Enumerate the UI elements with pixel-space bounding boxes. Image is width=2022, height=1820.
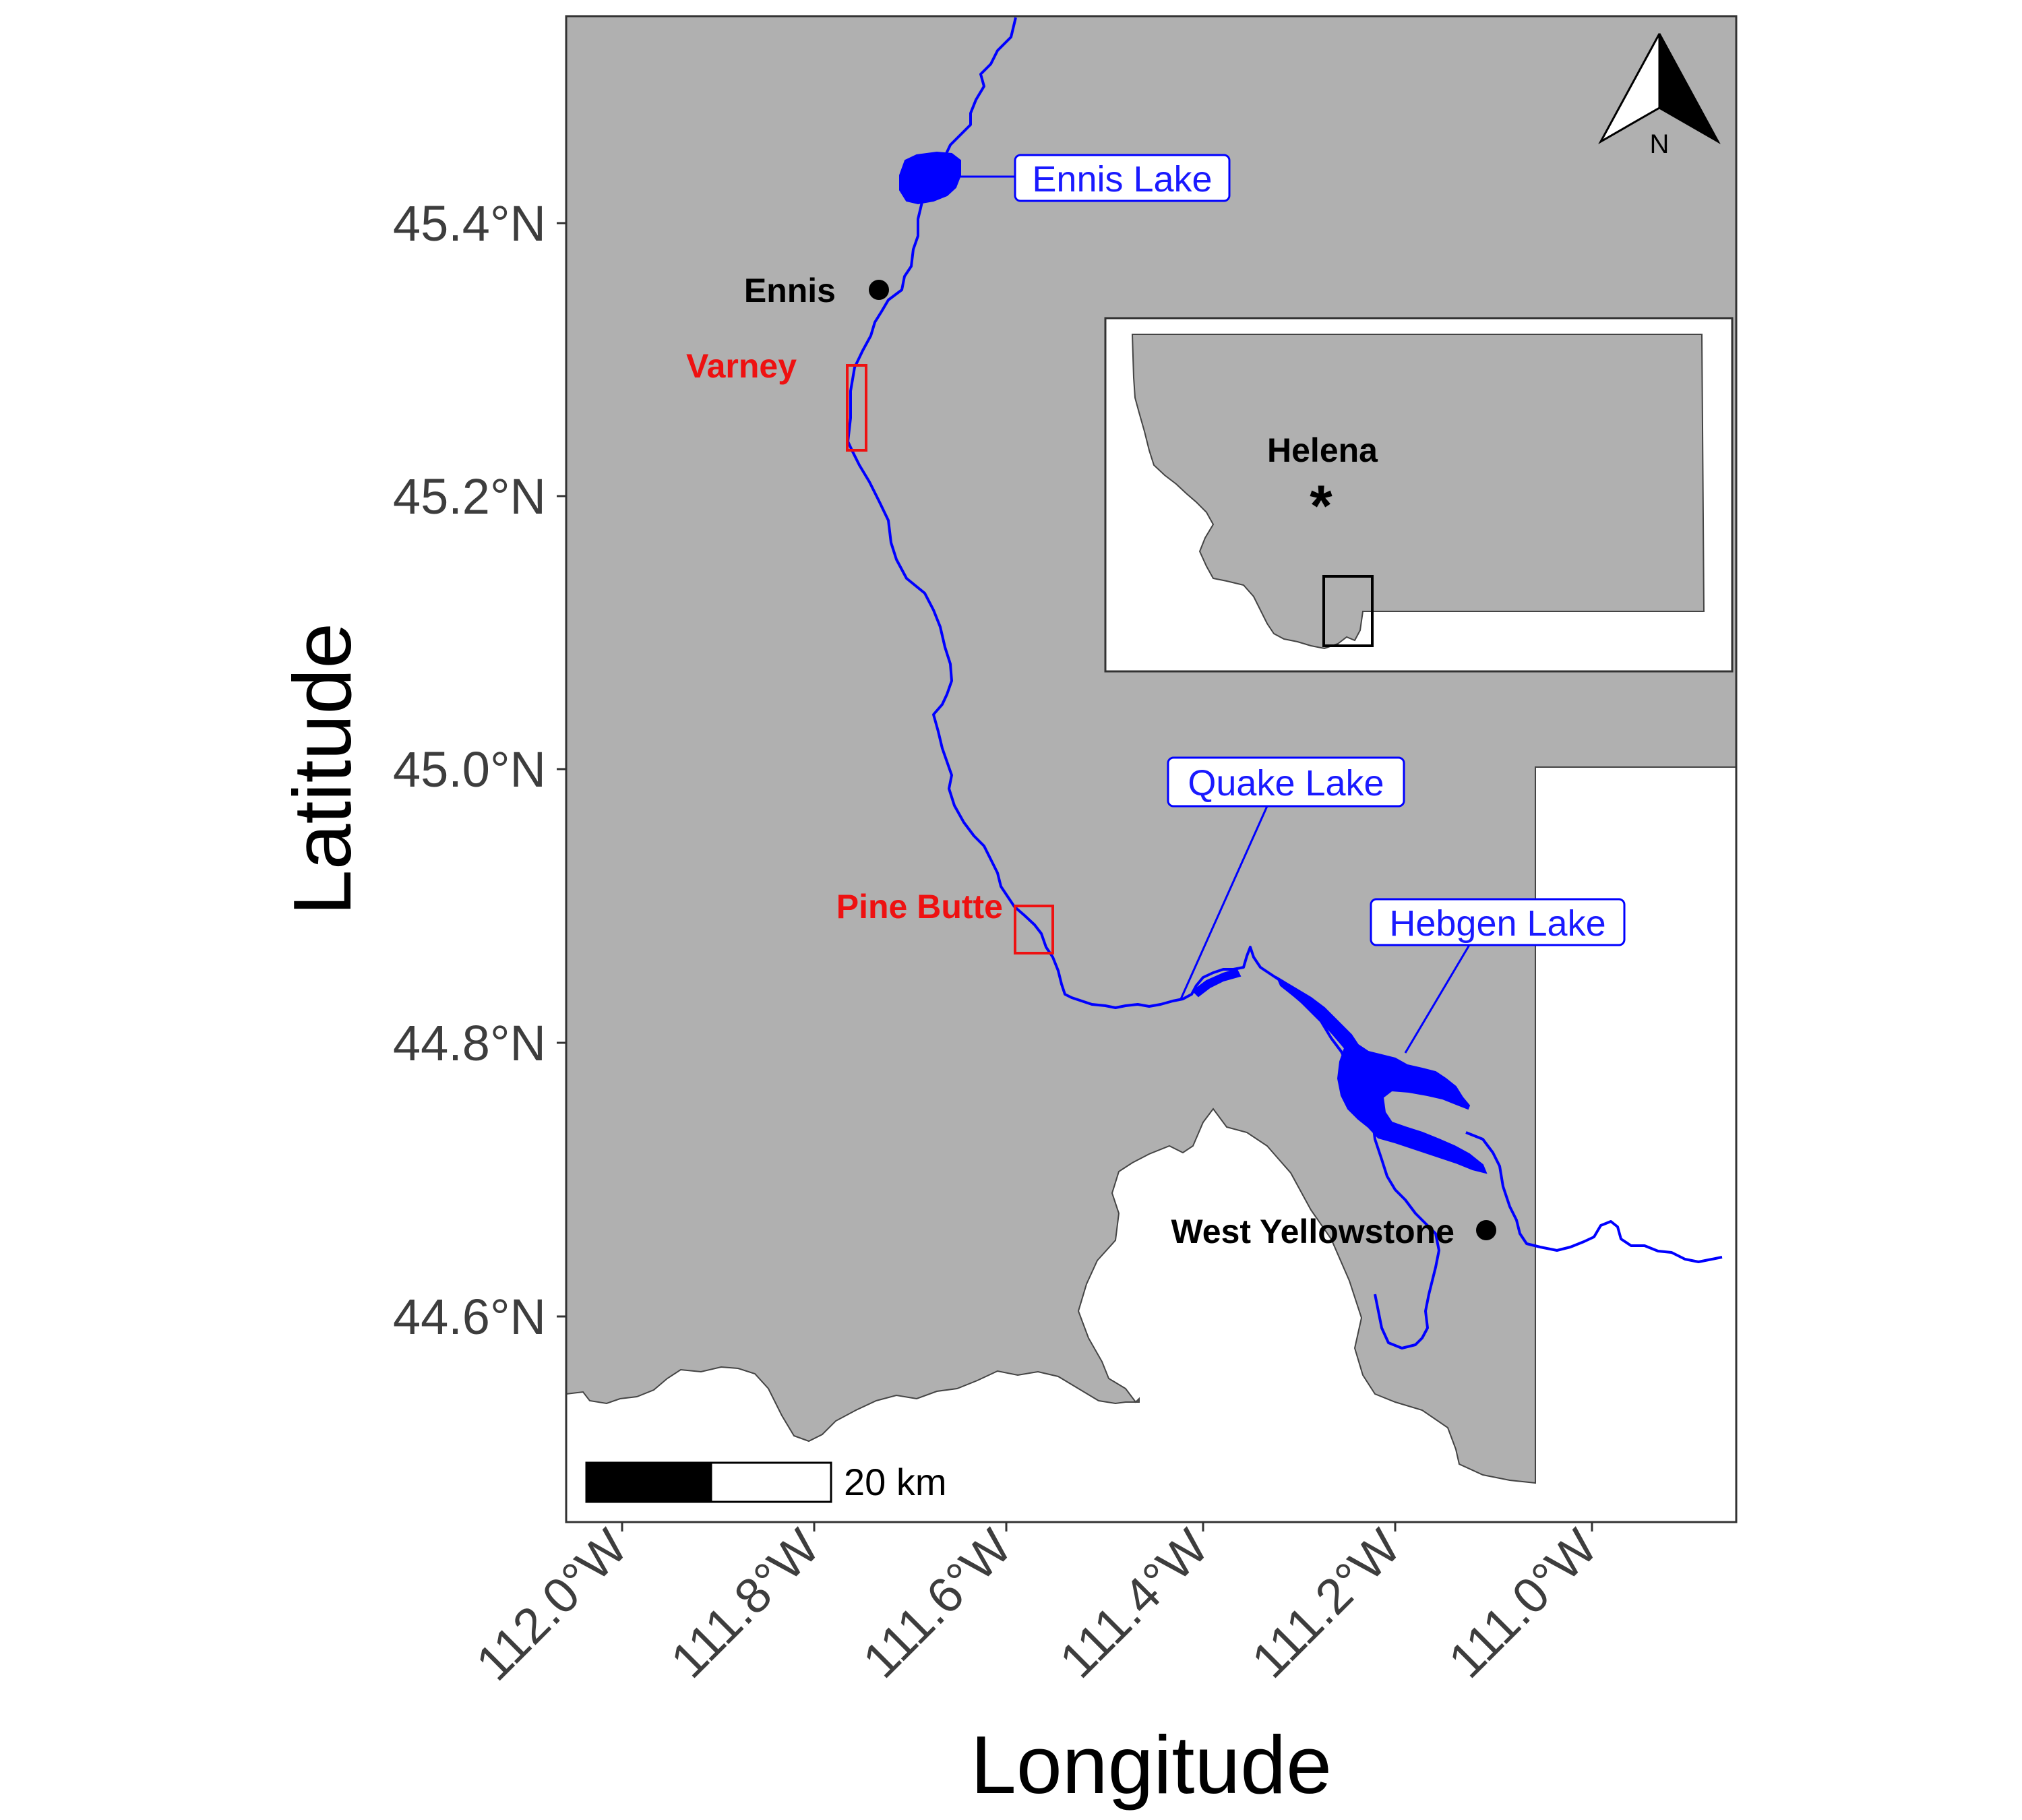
x-tick-label: 112.0°W: [465, 1519, 638, 1691]
varney-site-box: [846, 364, 867, 452]
hebgen-inflow-river: [1465, 1131, 1723, 1263]
x-tick-label: 111.0°W: [1438, 1519, 1607, 1689]
y-axis: 45.4°N 45.2°N 45.0°N 44.8°N 44.6°N Latit…: [276, 195, 566, 1345]
helena-label: Helena: [1267, 431, 1378, 469]
scale-bar-label: 20 km: [844, 1461, 947, 1503]
inset-study-area-box: [1322, 575, 1374, 647]
y-tick-label: 45.4°N: [393, 195, 546, 251]
north-arrow-label: N: [1650, 129, 1669, 159]
helena-capital-marker: *: [1310, 474, 1332, 539]
scale-bar-black-segment: [585, 1461, 712, 1503]
ennis-marker: [869, 280, 889, 300]
hebgen-lake-label: Hebgen Lake: [1389, 903, 1605, 944]
quake-lake-label: Quake Lake: [1188, 763, 1384, 803]
quake-lake-leader: [1180, 806, 1268, 1000]
north-arrow: N: [1598, 33, 1721, 159]
x-tick-label: 111.8°W: [660, 1519, 830, 1689]
north-arrow-right-half: [1658, 33, 1721, 144]
varney-label: Varney: [686, 347, 797, 385]
quake-lake: [1192, 968, 1242, 998]
hebgen-lake-label-box: [1370, 898, 1626, 946]
ennis-lake: [899, 151, 961, 205]
ennis-lake-label-box: [1014, 154, 1231, 202]
inset-map: Helena *: [1104, 317, 1734, 673]
quake-lake-label-box: [1167, 756, 1405, 808]
y-tick-label: 45.0°N: [393, 741, 546, 797]
ennis-lake-label: Ennis Lake: [1032, 159, 1212, 200]
scale-bar: 20 km: [585, 1461, 947, 1503]
hebgen-lake: [1275, 975, 1488, 1174]
pine-butte-site-box: [1014, 905, 1054, 954]
x-tick-label: 111.2°W: [1241, 1519, 1411, 1689]
west-yellowstone-label: West Yellowstone: [1171, 1213, 1454, 1250]
x-tick-label: 111.4°W: [1049, 1519, 1219, 1689]
y-axis-title: Latitude: [276, 623, 368, 915]
west-yellowstone-marker: [1476, 1220, 1496, 1240]
south-fork-river: [1370, 1112, 1440, 1349]
x-axis: 112.0°W 111.8°W 111.6°W 111.4°W 111.2°W …: [465, 1519, 1607, 1811]
madison-river-system: [847, 17, 1723, 1349]
y-tick-label: 45.2°N: [393, 468, 546, 524]
ennis-label: Ennis: [744, 272, 836, 309]
montana-outline: [1131, 334, 1705, 650]
pine-butte-label: Pine Butte: [836, 888, 1003, 926]
x-tick-label: 111.6°W: [852, 1519, 1022, 1689]
y-tick-label: 44.6°N: [393, 1289, 546, 1345]
x-axis-title: Longitude: [971, 1719, 1332, 1811]
y-tick-label: 44.8°N: [393, 1015, 546, 1071]
scale-bar-white-segment: [710, 1461, 832, 1503]
hebgen-lake-leader: [1404, 944, 1471, 1054]
madison-river: [847, 17, 1349, 1066]
